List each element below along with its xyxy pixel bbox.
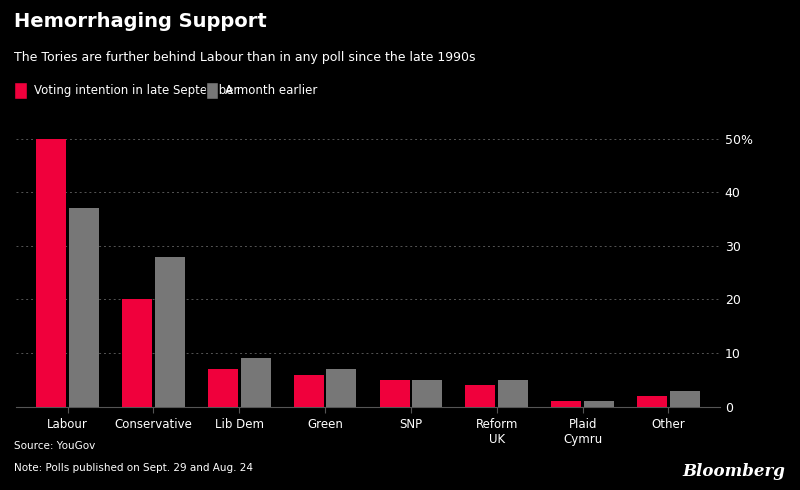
Text: Hemorrhaging Support: Hemorrhaging Support — [14, 12, 267, 31]
Text: Voting intention in late September: Voting intention in late September — [34, 84, 238, 97]
Bar — [294, 374, 324, 407]
Bar — [637, 396, 667, 407]
Bar — [154, 257, 185, 407]
Text: Note: Polls published on Sept. 29 and Aug. 24: Note: Polls published on Sept. 29 and Au… — [14, 463, 254, 473]
Bar — [379, 380, 410, 407]
Bar — [69, 208, 99, 407]
Text: Bloomberg: Bloomberg — [682, 463, 786, 480]
Bar — [241, 359, 270, 407]
Bar — [466, 385, 495, 407]
Text: Source: YouGov: Source: YouGov — [14, 441, 96, 451]
Bar — [584, 401, 614, 407]
Text: A month earlier: A month earlier — [225, 84, 317, 97]
Bar — [551, 401, 582, 407]
Bar — [122, 299, 152, 407]
Bar — [36, 139, 66, 407]
Bar — [498, 380, 528, 407]
Bar — [412, 380, 442, 407]
Text: The Tories are further behind Labour than in any poll since the late 1990s: The Tories are further behind Labour tha… — [14, 51, 476, 65]
Bar — [670, 391, 700, 407]
Bar — [208, 369, 238, 407]
Bar — [326, 369, 357, 407]
